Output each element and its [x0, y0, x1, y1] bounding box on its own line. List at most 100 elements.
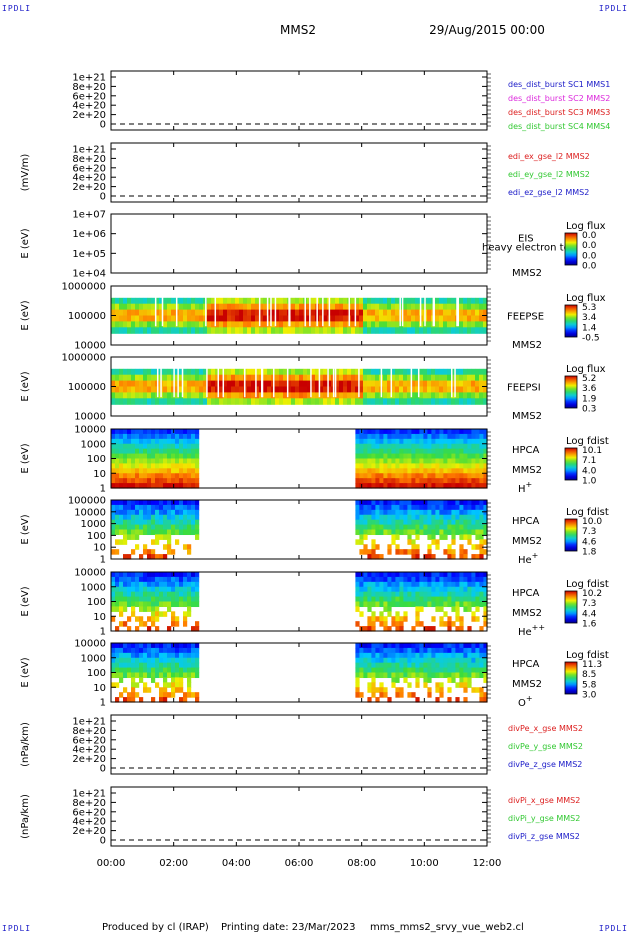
panel-8-colorbar-tick: 10.2 [582, 589, 602, 599]
panel-4-data-gap [401, 292, 404, 327]
panel-3-ytick-label: 1e+04 [72, 269, 106, 280]
panel-1-ytick-label: 8e+20 [72, 82, 106, 93]
xtick-label-02:00: 02:00 [159, 858, 188, 869]
panel-3-colorbar-tick: 0.0 [582, 231, 597, 241]
panel-5-data-gap [318, 363, 321, 398]
panel-5-data-gap [181, 363, 184, 398]
panel-10-frame [110, 714, 488, 775]
panel-11-frame [110, 786, 488, 847]
panel-8-colorbar-title: Log fdist [566, 579, 609, 590]
legend-entry-divPe_x_gse MMS2: divPe_x_gse MMS2 [508, 724, 583, 733]
panel-5-data-gap [451, 363, 453, 398]
panel-3-axes: 1e+07 1e+06 1e+05 1e+04 E (eV) [20, 210, 491, 280]
panel-4-data-gap [457, 292, 460, 327]
panel-4-spectrogram [111, 292, 488, 334]
panel-6-species-label: H+ [518, 480, 532, 495]
panel-8-spacecraft-label: MMS2 [512, 608, 542, 619]
panel-4-ylabel: E (eV) [20, 300, 31, 330]
panel-3-overlay-text: heavy electron to [482, 243, 570, 254]
panel-3-colorbar-tick: 0.0 [582, 261, 597, 271]
panel-4-data-gap [432, 292, 435, 327]
panel-5-data-gap [261, 363, 264, 398]
panel-7-spacecraft-label: MMS2 [512, 536, 542, 547]
panel-5-ytick-label: 100000 [68, 382, 106, 393]
panel-8-ytick-label: 100 [87, 597, 106, 608]
footer-printing-date: Printing date: 23/Mar/2023 [221, 922, 356, 933]
panel-4-data-gap [258, 292, 261, 327]
panel-3-ytick-label: 1e+05 [72, 249, 106, 260]
panel-11-ytick-label: 4e+20 [72, 817, 106, 828]
panel-4-data-gap [289, 292, 291, 327]
panel-5-colorbar-tick: 5.2 [582, 374, 596, 384]
panel-10-ylabel: (nPa/km) [20, 722, 31, 767]
panel-5-data-gap [217, 363, 220, 398]
panel-6-colorbar-title: Log fdist [566, 436, 609, 447]
xtick-label-06:00: 06:00 [285, 858, 314, 869]
panel-5-data-gap [206, 363, 208, 398]
panel-9-colorbar-tick: 5.8 [582, 680, 597, 690]
panel-5-data-gap [286, 363, 289, 398]
panel-6-spacecraft-label: MMS2 [512, 465, 542, 476]
panel-7-colorbar-title: Log fdist [566, 507, 609, 518]
panel-6-ytick-label: 100 [87, 454, 106, 465]
panel-4-axes: 1000000 100000 10000 E (eV) [20, 282, 491, 352]
panel-8-spectrogram [111, 572, 488, 632]
panel-3-colorbar-tick: 0.0 [582, 241, 597, 251]
panel-8-instrument-label: HPCA [512, 588, 540, 599]
panel-4-data-gap [175, 292, 178, 327]
panel-4-colorbar [564, 304, 578, 338]
footer-produced-by: Produced by cl (IRAP) [102, 922, 209, 933]
panel-9-ytick-label: 10 [93, 683, 106, 694]
plot-title-spacecraft: MMS2 [280, 23, 316, 37]
legend-entry-des_dist_burst SC2 MMS2: des_dist_burst SC2 MMS2 [508, 94, 610, 103]
panel-7-ylabel: E (eV) [20, 514, 31, 544]
xtick-label-08:00: 08:00 [347, 858, 376, 869]
panel-2-ytick-label: 2e+20 [72, 182, 106, 193]
panel-4-data-gap [354, 292, 357, 327]
panel-9-spectrogram [111, 643, 488, 703]
panel-1-ytick-label: 0 [100, 120, 106, 131]
panel-4-data-gap [316, 292, 318, 327]
panel-11-ytick-label: 8e+20 [72, 798, 106, 809]
panel-4-data-gap [274, 292, 277, 327]
panel-7-colorbar [564, 518, 578, 552]
panel-7-ytick-label: 10 [93, 543, 106, 554]
panel-6-axes: 10000 1000 100 10 1 E (eV) [20, 425, 491, 495]
panel-6-ytick-label: 10000 [74, 425, 106, 436]
panel-11-ytick-label: 6e+20 [72, 807, 106, 818]
panel-4-colorbar-tick: 5.3 [582, 303, 596, 313]
panel-6-ytick-label: 10 [93, 469, 106, 480]
corner-mark-top-right: IPDLI [598, 4, 628, 13]
panel-11-ytick-label: 2e+20 [72, 826, 106, 837]
panel-7-spectrogram [111, 500, 488, 560]
panel-5-ytick-label: 1000000 [61, 353, 106, 364]
panel-4-ytick-label: 1000000 [61, 282, 106, 293]
legend-entry-edi_ex_gse_l2 MMS2: edi_ex_gse_l2 MMS2 [508, 152, 590, 161]
panel-10-ytick-label: 8e+20 [72, 726, 106, 737]
panel-4-data-gap [399, 292, 401, 327]
panel-4-data-gap [205, 292, 207, 327]
legend-entry-edi_ey_gse_l2 MMS2: edi_ey_gse_l2 MMS2 [508, 170, 590, 179]
panel-5-instrument-label: FEEPSI [507, 383, 541, 394]
panel-5-data-gap [273, 363, 275, 398]
panel-1-ytick-label: 4e+20 [72, 101, 106, 112]
panel-5-spacecraft-label: MMS2 [512, 411, 542, 422]
panel-10-ytick-label: 1e+21 [72, 717, 106, 728]
panel-8-colorbar-tick: 4.4 [582, 609, 597, 619]
panel-4-data-gap [154, 292, 157, 327]
panel-2-ytick-label: 1e+21 [72, 145, 106, 156]
legend-entry-divPi_x_gse MMS2: divPi_x_gse MMS2 [508, 796, 580, 805]
panel-4-data-gap [161, 292, 164, 327]
panel-5-colorbar-tick: 1.9 [582, 394, 597, 404]
panel-2-frame [110, 142, 488, 203]
panel-2-ytick-label: 0 [100, 192, 106, 203]
corner-mark-bottom-right: IPDLI [598, 924, 628, 933]
panel-4-data-gap [419, 292, 422, 327]
panel-8-ytick-label: 1 [100, 627, 106, 638]
panel-1-ytick-label: 2e+20 [72, 110, 106, 121]
